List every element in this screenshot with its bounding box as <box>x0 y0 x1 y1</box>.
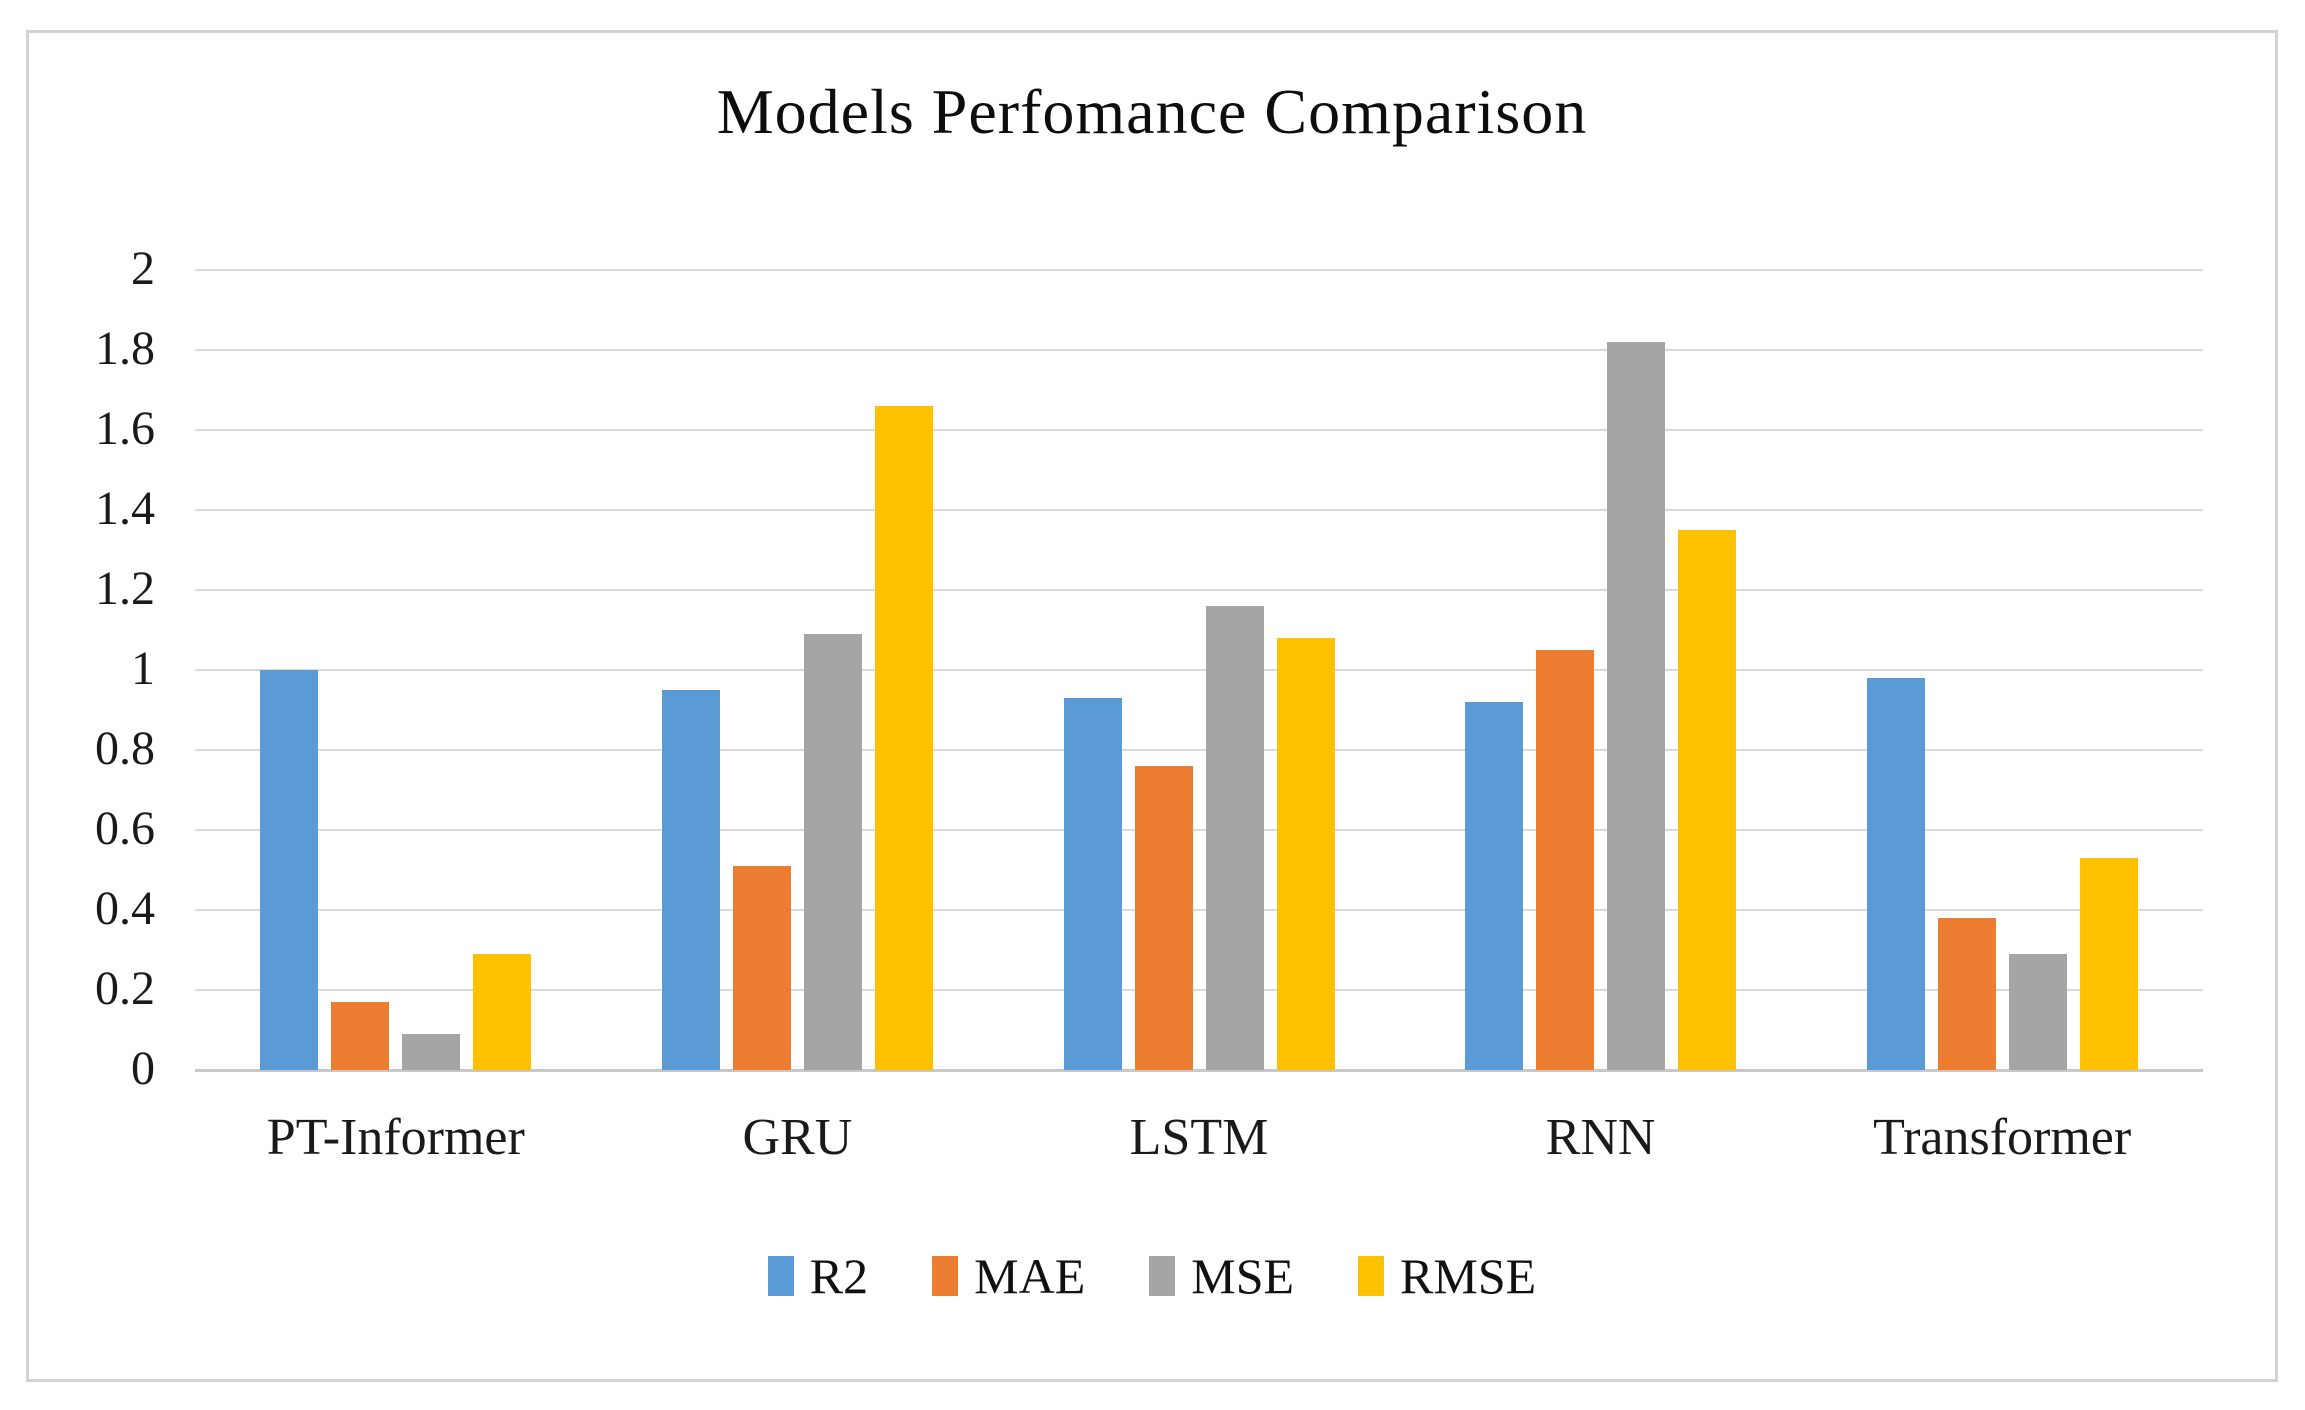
gridline <box>195 429 2203 431</box>
gridline <box>195 349 2203 351</box>
y-axis-tick-label: 2 <box>131 242 155 295</box>
bar-mae-pt-informer <box>331 1002 390 1070</box>
bar-rmse-transformer <box>2079 858 2138 1070</box>
legend-item-mae: MAE <box>932 1249 1085 1303</box>
legend-swatch-mae <box>932 1256 959 1296</box>
bar-r2-lstm <box>1063 698 1122 1070</box>
gridline <box>195 909 2203 911</box>
bar-r2-transformer <box>1866 678 1925 1070</box>
y-axis-tick-label: 0.6 <box>95 802 155 855</box>
bar-mae-rnn <box>1536 650 1595 1070</box>
bar-mae-gru <box>732 866 791 1070</box>
gridline <box>195 269 2203 271</box>
gridline <box>195 669 2203 671</box>
category-label: PT-Informer <box>266 1109 525 1166</box>
gridline <box>195 749 2203 751</box>
legend-item-mse: MSE <box>1149 1249 1294 1303</box>
bar-mse-lstm <box>1205 606 1264 1070</box>
y-axis-tick-label: 0 <box>131 1042 155 1095</box>
y-axis-tick-label: 1.4 <box>95 482 155 535</box>
gridline <box>195 589 2203 591</box>
bar-rmse-gru <box>874 406 933 1070</box>
legend-label-mae: MAE <box>974 1248 1086 1304</box>
bar-mse-pt-informer <box>402 1034 461 1070</box>
bar-mae-lstm <box>1134 766 1193 1070</box>
y-axis-tick-label: 0.8 <box>95 722 155 775</box>
category-label: Transformer <box>1873 1109 2132 1166</box>
legend: R2 MAE MSE RMSE <box>29 1249 2275 1303</box>
legend-label-rmse: RMSE <box>1400 1248 1537 1304</box>
chart-frame: Models Perfomance Comparison R2 MAE MSE RMS… <box>26 30 2278 1382</box>
bar-mse-gru <box>803 634 862 1070</box>
legend-swatch-mse <box>1149 1256 1176 1296</box>
gridline <box>195 989 2203 991</box>
y-axis-tick-label: 1 <box>131 642 155 695</box>
x-axis-line <box>195 1069 2203 1072</box>
category-label: GRU <box>742 1109 853 1166</box>
bar-rmse-lstm <box>1276 638 1335 1070</box>
y-axis-tick-label: 1.2 <box>95 562 155 615</box>
gridline <box>195 509 2203 511</box>
legend-swatch-r2 <box>767 1256 794 1296</box>
bar-rmse-pt-informer <box>473 954 532 1070</box>
gridline <box>195 829 2203 831</box>
bar-mse-transformer <box>2008 954 2067 1070</box>
y-axis-tick-label: 1.8 <box>95 322 155 375</box>
bar-mae-transformer <box>1937 918 1996 1070</box>
y-axis-tick-label: 0.4 <box>95 882 155 935</box>
chart-title: Models Perfomance Comparison <box>716 76 1588 147</box>
category-label: LSTM <box>1129 1109 1269 1166</box>
category-label: RNN <box>1545 1109 1656 1166</box>
bar-rmse-rnn <box>1678 530 1737 1070</box>
bar-r2-gru <box>661 690 720 1070</box>
legend-swatch-rmse <box>1358 1256 1385 1296</box>
y-axis-tick-label: 1.6 <box>95 402 155 455</box>
legend-item-rmse: RMSE <box>1358 1249 1536 1303</box>
bar-r2-rnn <box>1465 702 1524 1070</box>
legend-item-r2: R2 <box>767 1248 869 1304</box>
y-axis-tick-label: 0.2 <box>95 962 155 1015</box>
legend-label-r2: R2 <box>809 1248 869 1304</box>
bar-r2-pt-informer <box>260 670 319 1070</box>
plot-area <box>195 269 2203 1072</box>
bar-mse-rnn <box>1607 342 1666 1070</box>
legend-label-mse: MSE <box>1191 1248 1295 1304</box>
